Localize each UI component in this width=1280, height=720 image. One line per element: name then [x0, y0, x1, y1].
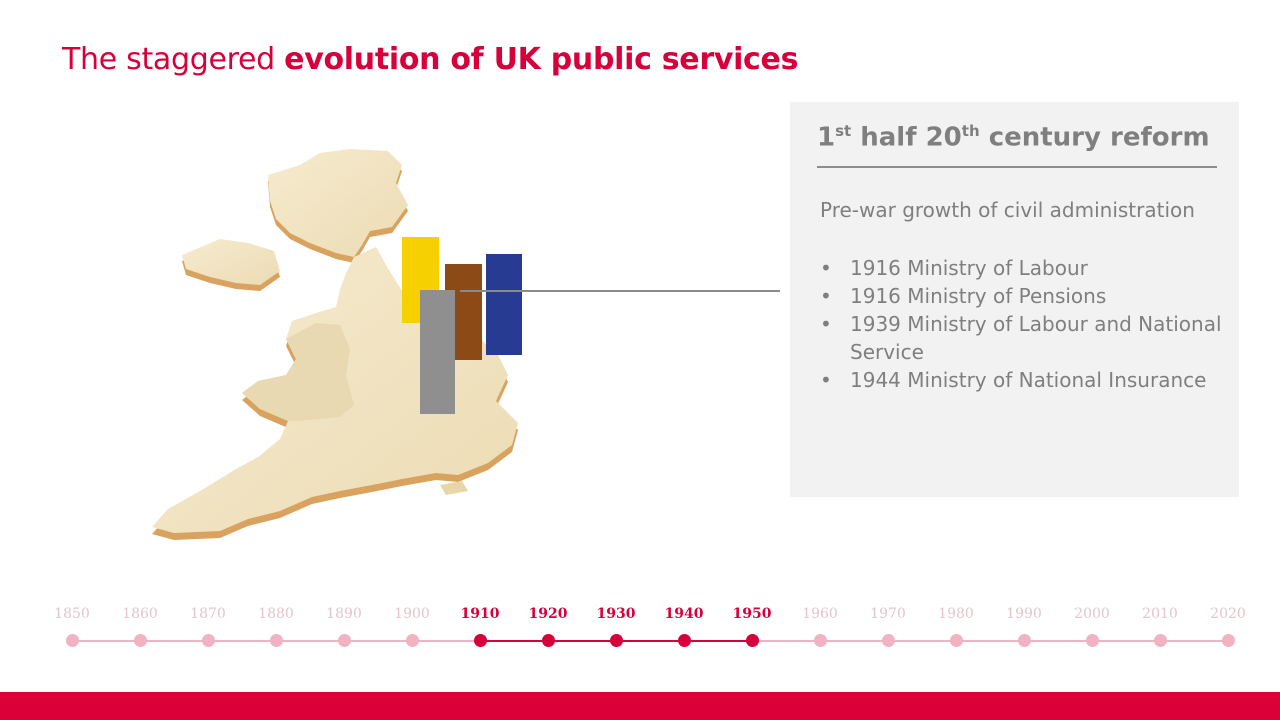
timeline-dot[interactable] — [746, 634, 759, 647]
timeline-year-label: 1880 — [258, 606, 294, 622]
timeline-segment — [276, 640, 344, 642]
timeline-segment — [820, 640, 888, 642]
timeline-segment — [752, 640, 820, 642]
timeline-year-label: 1920 — [528, 606, 568, 622]
timeline-dot[interactable] — [270, 634, 283, 647]
timeline-year-label: 1990 — [1006, 606, 1042, 622]
bar-blue — [486, 254, 522, 355]
timeline-segment — [888, 640, 956, 642]
list-item: 1916 Ministry of Pensions — [820, 282, 1230, 310]
list-item: 1944 Ministry of National Insurance — [820, 366, 1230, 394]
timeline-segment — [684, 640, 752, 642]
timeline-dot[interactable] — [406, 634, 419, 647]
timeline-segment — [1024, 640, 1092, 642]
timeline-segment — [480, 640, 548, 642]
panel-heading-part: 1 — [817, 122, 836, 153]
timeline-dot[interactable] — [882, 634, 895, 647]
timeline-segment — [1160, 640, 1228, 642]
timeline-segment — [1092, 640, 1160, 642]
timeline-dot[interactable] — [814, 634, 827, 647]
panel-heading-part: century reform — [979, 122, 1210, 153]
timeline-dot[interactable] — [1222, 634, 1235, 647]
timeline-year-label: 1890 — [326, 606, 362, 622]
timeline-year-label: 1960 — [802, 606, 838, 622]
panel-heading: 1st half 20th century reform — [817, 122, 1217, 153]
timeline-segment — [344, 640, 412, 642]
timeline-segment — [140, 640, 208, 642]
panel-divider — [817, 166, 1217, 168]
timeline-dot[interactable] — [134, 634, 147, 647]
timeline-segment — [208, 640, 276, 642]
timeline-year-label: 1850 — [54, 606, 90, 622]
timeline-year-label: 1950 — [732, 606, 772, 622]
timeline-segment — [548, 640, 616, 642]
timeline-dot[interactable] — [66, 634, 79, 647]
timeline-year-label: 2020 — [1210, 606, 1246, 622]
title-bold: evolution of UK public services — [284, 42, 799, 77]
panel-heading-sup: th — [961, 122, 980, 140]
timeline-year-label: 2000 — [1074, 606, 1110, 622]
timeline-year-label: 1980 — [938, 606, 974, 622]
timeline-segment — [72, 640, 140, 642]
timeline-year-label: 1870 — [190, 606, 226, 622]
timeline-year-label: 1940 — [664, 606, 704, 622]
timeline-dot[interactable] — [474, 634, 487, 647]
leader-line — [460, 290, 780, 292]
timeline-dot[interactable] — [950, 634, 963, 647]
timeline-dot[interactable] — [1086, 634, 1099, 647]
slide-title: The staggered evolution of UK public ser… — [62, 42, 798, 77]
timeline-year-label: 1910 — [460, 606, 500, 622]
timeline-segment — [956, 640, 1024, 642]
title-light: The staggered — [62, 42, 285, 77]
uk-map — [140, 135, 640, 555]
timeline-dot[interactable] — [542, 634, 555, 647]
uk-map-illustration — [152, 149, 518, 540]
timeline-dot[interactable] — [338, 634, 351, 647]
timeline-year-label: 1970 — [870, 606, 906, 622]
timeline-year-label: 2010 — [1142, 606, 1178, 622]
timeline-dot[interactable] — [202, 634, 215, 647]
panel-heading-part: half 20 — [851, 122, 962, 153]
timeline-segment — [616, 640, 684, 642]
timeline-dot[interactable] — [1018, 634, 1031, 647]
timeline-segment — [412, 640, 480, 642]
timeline: 1850 1860 1870 1880 1890 1900 1910 1920 1930 1940… — [0, 600, 1280, 660]
panel-heading-sup: st — [835, 122, 852, 140]
timeline-year-label: 1930 — [596, 606, 636, 622]
ministry-list: 1916 Ministry of Labour 1916 Ministry of… — [820, 254, 1230, 394]
info-panel: 1st half 20th century reform Pre-war gro… — [790, 102, 1239, 497]
timeline-dot[interactable] — [1154, 634, 1167, 647]
list-item: 1916 Ministry of Labour — [820, 254, 1230, 282]
bar-grey — [420, 290, 455, 414]
panel-subtitle: Pre-war growth of civil administration — [820, 198, 1195, 222]
timeline-year-label: 1900 — [394, 606, 430, 622]
timeline-dot[interactable] — [610, 634, 623, 647]
timeline-year-label: 1860 — [122, 606, 158, 622]
timeline-dot[interactable] — [678, 634, 691, 647]
footer-bar — [0, 692, 1280, 720]
list-item: 1939 Ministry of Labour and National Ser… — [820, 310, 1230, 366]
